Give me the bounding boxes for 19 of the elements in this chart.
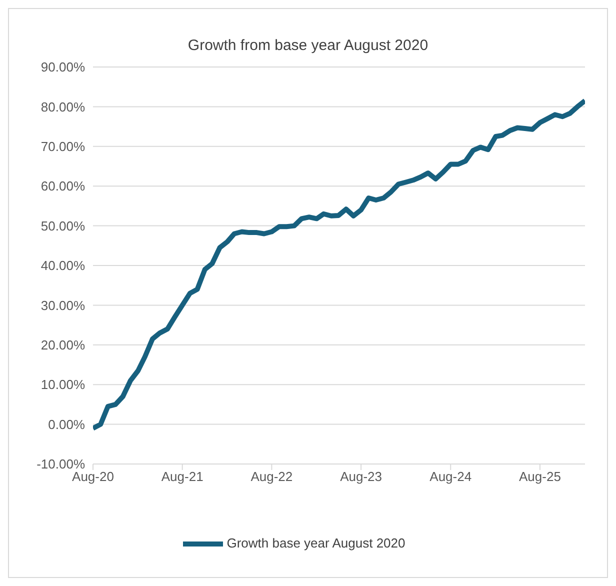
chart-title: Growth from base year August 2020 [186,36,430,56]
y-tick-label: 40.00% [40,258,86,274]
y-tick-label: 60.00% [40,178,86,194]
y-tick-label: 30.00% [40,298,86,313]
y-tick-label: 20.00% [40,338,86,353]
y-tick-label: 70.00% [40,139,86,154]
x-tick-label: Aug-24 [430,469,472,484]
x-tick-label: Aug-22 [250,469,293,484]
x-tick-label: Aug-20 [72,469,114,484]
y-tick-label: 0.00% [48,416,86,432]
x-tick-label: Aug-25 [519,469,561,484]
y-tick-label: 90.00% [40,60,86,75]
x-tick-label: Aug-23 [340,469,382,484]
y-tick-label: 80.00% [40,99,86,114]
y-tick-label: 50.00% [40,218,86,234]
y-tick-label: 10.00% [40,377,86,392]
y-tick-label: -10.00% [36,456,86,472]
x-tick-label: Aug-21 [161,469,204,484]
legend-label: Growth base year August 2020 [226,535,406,550]
